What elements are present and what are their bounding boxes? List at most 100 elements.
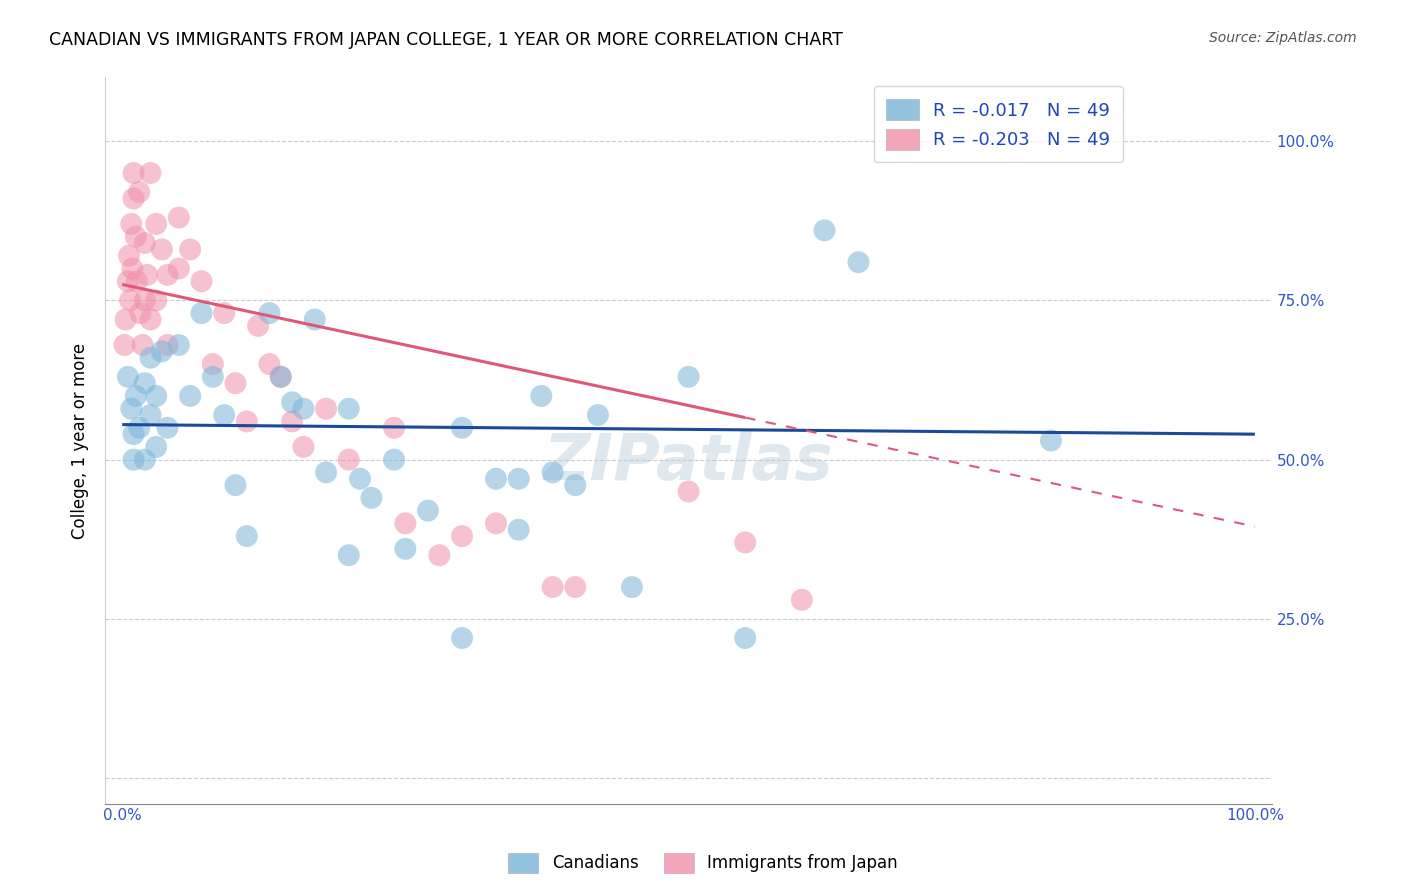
Point: [292, 440, 315, 454]
Point: [150, 243, 173, 257]
Point: [315, 466, 337, 480]
Point: [382, 452, 405, 467]
Point: [121, 261, 143, 276]
Point: [270, 369, 292, 384]
Text: ZIPatlas: ZIPatlas: [544, 432, 834, 493]
Point: [125, 274, 148, 288]
Point: [734, 631, 756, 645]
Point: [167, 261, 190, 276]
Legend: R = -0.017   N = 49, R = -0.203   N = 49: R = -0.017 N = 49, R = -0.203 N = 49: [873, 87, 1123, 162]
Point: [134, 293, 156, 308]
Point: [167, 338, 190, 352]
Point: [134, 376, 156, 391]
Point: [128, 421, 150, 435]
Point: [508, 472, 530, 486]
Point: [304, 312, 326, 326]
Point: [416, 503, 439, 517]
Point: [564, 580, 586, 594]
Point: [564, 478, 586, 492]
Point: [145, 293, 167, 308]
Point: [790, 592, 813, 607]
Point: [620, 580, 643, 594]
Point: [541, 580, 564, 594]
Point: [120, 401, 142, 416]
Point: [131, 338, 153, 352]
Point: [451, 631, 474, 645]
Point: [114, 312, 136, 326]
Point: [813, 223, 835, 237]
Point: [117, 274, 139, 288]
Point: [292, 401, 315, 416]
Point: [167, 211, 190, 225]
Point: [122, 452, 145, 467]
Point: [156, 338, 179, 352]
Point: [236, 414, 259, 428]
Point: [236, 529, 259, 543]
Point: [128, 185, 150, 199]
Point: [586, 408, 609, 422]
Point: [120, 293, 142, 308]
Point: [125, 229, 148, 244]
Point: [485, 516, 508, 531]
Point: [315, 401, 337, 416]
Point: [337, 401, 360, 416]
Point: [145, 440, 167, 454]
Point: [179, 243, 201, 257]
Point: [136, 268, 159, 282]
Point: [201, 357, 224, 371]
Point: [1040, 434, 1063, 448]
Point: [427, 548, 450, 562]
Point: [247, 318, 270, 333]
Point: [224, 376, 246, 391]
Point: [224, 478, 246, 492]
Point: [156, 268, 179, 282]
Point: [139, 166, 162, 180]
Point: [120, 217, 142, 231]
Point: [848, 255, 870, 269]
Point: [145, 217, 167, 231]
Point: [382, 421, 405, 435]
Point: [734, 535, 756, 549]
Text: Source: ZipAtlas.com: Source: ZipAtlas.com: [1209, 31, 1357, 45]
Point: [122, 427, 145, 442]
Point: [139, 351, 162, 365]
Point: [139, 408, 162, 422]
Point: [212, 306, 235, 320]
Point: [117, 369, 139, 384]
Point: [190, 274, 212, 288]
Point: [678, 369, 700, 384]
Point: [145, 389, 167, 403]
Point: [678, 484, 700, 499]
Point: [129, 306, 152, 320]
Point: [349, 472, 371, 486]
Point: [394, 516, 416, 531]
Point: [150, 344, 173, 359]
Point: [156, 421, 179, 435]
Point: [485, 472, 508, 486]
Point: [134, 235, 156, 250]
Point: [179, 389, 201, 403]
Point: [212, 408, 235, 422]
Point: [114, 338, 136, 352]
Point: [259, 357, 281, 371]
Point: [122, 191, 145, 205]
Point: [451, 529, 474, 543]
Point: [134, 452, 156, 467]
Point: [530, 389, 553, 403]
Point: [360, 491, 382, 505]
Point: [125, 389, 148, 403]
Point: [118, 249, 141, 263]
Point: [337, 548, 360, 562]
Y-axis label: College, 1 year or more: College, 1 year or more: [72, 343, 89, 539]
Point: [337, 452, 360, 467]
Point: [541, 466, 564, 480]
Legend: Canadians, Immigrants from Japan: Canadians, Immigrants from Japan: [502, 847, 904, 880]
Point: [139, 312, 162, 326]
Point: [394, 541, 416, 556]
Point: [122, 166, 145, 180]
Point: [201, 369, 224, 384]
Point: [508, 523, 530, 537]
Point: [281, 395, 304, 409]
Point: [190, 306, 212, 320]
Point: [451, 421, 474, 435]
